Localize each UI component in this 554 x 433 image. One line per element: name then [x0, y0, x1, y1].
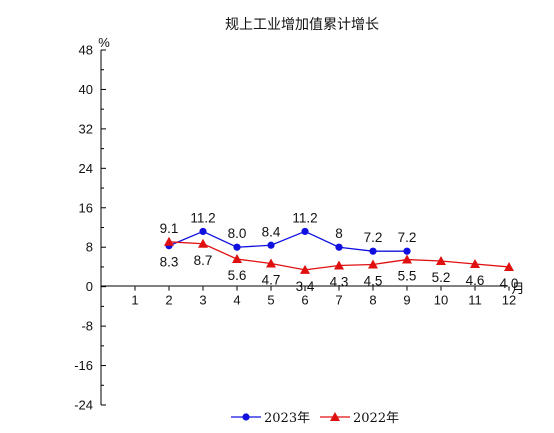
- x-tick-label: 9: [403, 293, 410, 308]
- data-label: 4.6: [466, 273, 485, 288]
- y-tick-label: 48: [79, 43, 93, 58]
- data-point: [266, 258, 276, 268]
- data-label: 9.1: [160, 221, 179, 236]
- series-layer: 8.3 11.2 8.0 8.4 11.2 8 7.2 7.2 9.1 8.7 5.6 4.7 3.4 4…: [160, 210, 519, 293]
- data-label: 7.2: [364, 230, 383, 245]
- data-label: 5.6: [228, 268, 247, 283]
- x-tick-label: 4: [233, 293, 240, 308]
- data-point: [198, 238, 208, 248]
- y-axis-ticks: -24 -16 -8 0 8 16 24 32 40 48: [74, 43, 106, 413]
- y-tick-label: 16: [79, 200, 93, 215]
- data-point: [199, 227, 207, 236]
- data-label: 5.5: [398, 269, 417, 284]
- x-tick-label: 11: [468, 293, 482, 308]
- data-point: [369, 247, 377, 255]
- y-tick-label: 40: [79, 82, 93, 97]
- y-tick-label: -8: [81, 319, 93, 334]
- legend: 2023年 2022年: [231, 411, 399, 426]
- data-label: 3.4: [296, 279, 315, 294]
- x-tick-label: 8: [369, 293, 376, 308]
- y-tick-label: 24: [79, 161, 93, 176]
- legend-label-2022: 2022年: [353, 411, 399, 426]
- data-point: [232, 254, 242, 264]
- y-tick-label: -24: [74, 398, 93, 413]
- data-label: 8.7: [194, 253, 213, 268]
- data-label: 8.3: [160, 255, 179, 270]
- x-unit-label: 月: [511, 281, 524, 296]
- data-label: 11.2: [292, 210, 317, 225]
- data-label: 8: [335, 226, 343, 241]
- data-label: 7.2: [398, 230, 417, 245]
- legend-marker-2023: [242, 413, 250, 421]
- data-point: [402, 254, 412, 264]
- data-point: [164, 236, 174, 246]
- x-tick-label: 6: [301, 293, 308, 308]
- x-tick-label: 12: [502, 293, 516, 308]
- data-label: 4.5: [364, 273, 383, 288]
- data-label: 11.2: [190, 210, 215, 225]
- data-label: 4.3: [330, 274, 349, 289]
- data-point: [233, 243, 241, 251]
- x-tick-label: 10: [434, 293, 448, 308]
- data-point: [335, 243, 343, 251]
- data-point: [267, 241, 275, 249]
- data-point: [334, 260, 344, 270]
- data-point: [436, 256, 446, 266]
- x-tick-label: 3: [199, 293, 206, 308]
- data-label: 8.0: [228, 226, 247, 241]
- x-tick-label: 1: [131, 293, 138, 308]
- y-tick-label: 0: [86, 279, 93, 294]
- data-label: 8.4: [262, 224, 281, 239]
- x-tick-label: 7: [335, 293, 342, 308]
- x-tick-label: 2: [165, 293, 172, 308]
- legend-marker-2022: [330, 412, 340, 421]
- y-tick-label: 32: [79, 121, 93, 136]
- data-point: [300, 264, 310, 274]
- y-tick-label: 8: [86, 240, 93, 255]
- legend-label-2023: 2023年: [264, 411, 310, 426]
- data-point: [403, 247, 411, 255]
- y-tick-label: -16: [74, 358, 93, 373]
- data-point: [470, 258, 480, 268]
- data-point: [301, 227, 309, 236]
- data-label: 4.0: [500, 276, 519, 291]
- data-point: [504, 261, 514, 271]
- data-point: [368, 259, 378, 269]
- series-line-2023年: [168, 230, 407, 252]
- chart-title: 规上工业增加值累计增长: [225, 17, 379, 33]
- x-axis-ticks: 1 2 3 4 5 6 7 8 9 10 11 12: [131, 286, 516, 308]
- data-label: 5.2: [432, 270, 451, 285]
- data-label: 4.7: [262, 272, 281, 287]
- y-unit-label: %: [98, 35, 110, 50]
- x-tick-label: 5: [267, 293, 274, 308]
